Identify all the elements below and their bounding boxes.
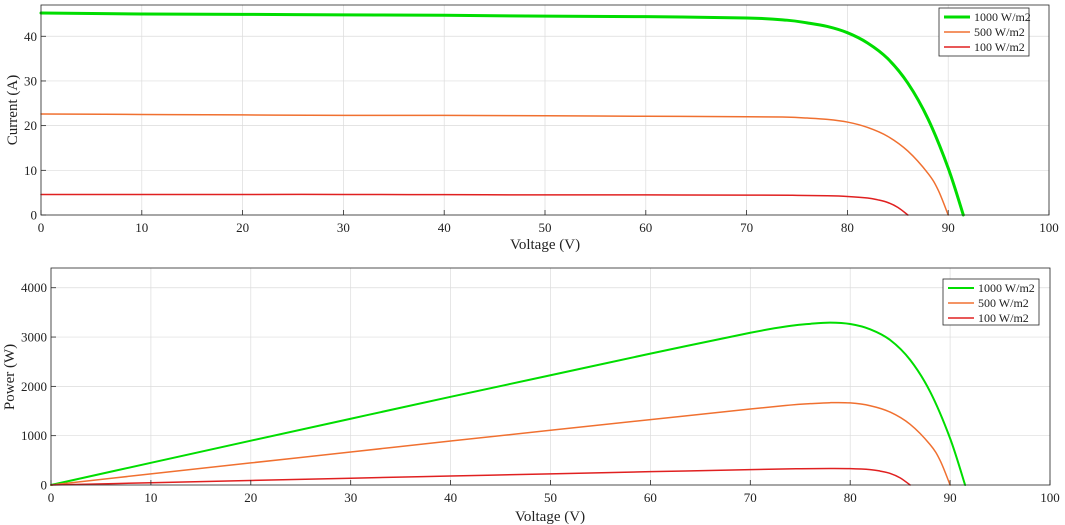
iv-ticks: 0 10 20 30 40 50 60 70 80 90 100 0 10 20 30 40 <box>24 29 1059 235</box>
pv-legend-label-2: 100 W/m2 <box>978 311 1029 325</box>
pv-x-tick-label: 30 <box>344 490 357 505</box>
iv-y-tick-label: 0 <box>31 208 38 223</box>
iv-series-line-0 <box>39 11 965 217</box>
iv-x-tick-label: 50 <box>539 220 552 235</box>
pv-x-axis-label: Voltage (V) <box>515 509 585 525</box>
pv-y-axis-label: Power (W) <box>2 344 18 410</box>
pv-chart: 0 10 20 30 40 50 60 70 80 90 10001000200030004000 … <box>2 267 1060 525</box>
pv-x-tick-label: 90 <box>944 490 957 505</box>
pv-series-line-1 <box>50 401 951 486</box>
pv-x-tick-label: 50 <box>544 490 557 505</box>
pv-y-tick-label: 0 <box>41 478 48 493</box>
iv-series-group <box>39 11 965 217</box>
iv-legend-label-2: 100 W/m2 <box>974 40 1025 54</box>
pv-series-line-0 <box>50 321 967 486</box>
iv-y-axis-label: Current (A) <box>5 75 21 145</box>
iv-y-tick-label: 40 <box>24 29 37 44</box>
iv-y-tick-label: 30 <box>24 73 37 88</box>
iv-x-tick-label: 70 <box>740 220 753 235</box>
iv-series-line-2 <box>40 193 909 216</box>
pv-x-tick-label: 100 <box>1040 490 1060 505</box>
pv-legend-label-1: 500 W/m2 <box>978 296 1029 310</box>
iv-x-axis-label: Voltage (V) <box>510 237 580 253</box>
iv-chart: 0 10 20 30 40 50 60 70 80 90 100 0 10 20 30 40 Voltage … <box>5 4 1059 253</box>
iv-x-tick-label: 90 <box>942 220 955 235</box>
pv-legend-label-0: 1000 W/m2 <box>978 281 1035 295</box>
iv-x-tick-label: 0 <box>38 220 45 235</box>
iv-legend-label-0: 1000 W/m2 <box>974 10 1031 24</box>
iv-y-tick-label: 20 <box>24 118 37 133</box>
pv-series-group <box>50 321 967 486</box>
iv-legend-label-1: 500 W/m2 <box>974 25 1025 39</box>
iv-x-tick-label: 60 <box>639 220 652 235</box>
pv-x-tick-label: 10 <box>144 490 157 505</box>
iv-x-tick-label: 10 <box>135 220 148 235</box>
pv-y-tick-label: 1000 <box>21 428 47 443</box>
pv-y-tick-label: 4000 <box>21 280 47 295</box>
pv-x-tick-label: 0 <box>48 490 55 505</box>
iv-x-tick-label: 30 <box>337 220 350 235</box>
pv-x-tick-label: 60 <box>644 490 657 505</box>
iv-x-tick-label: 20 <box>236 220 249 235</box>
pv-x-tick-label: 20 <box>244 490 257 505</box>
iv-x-tick-label: 80 <box>841 220 854 235</box>
pv-y-tick-label: 3000 <box>21 330 47 345</box>
iv-y-tick-label: 10 <box>24 163 37 178</box>
iv-series-line-1 <box>40 113 949 216</box>
pv-x-tick-label: 70 <box>744 490 757 505</box>
pv-series-line-2 <box>50 467 911 486</box>
iv-x-tick-label: 100 <box>1039 220 1059 235</box>
pv-y-tick-label: 2000 <box>21 379 47 394</box>
pv-x-tick-label: 80 <box>844 490 857 505</box>
iv-x-tick-label: 40 <box>438 220 451 235</box>
pv-x-tick-label: 40 <box>444 490 457 505</box>
